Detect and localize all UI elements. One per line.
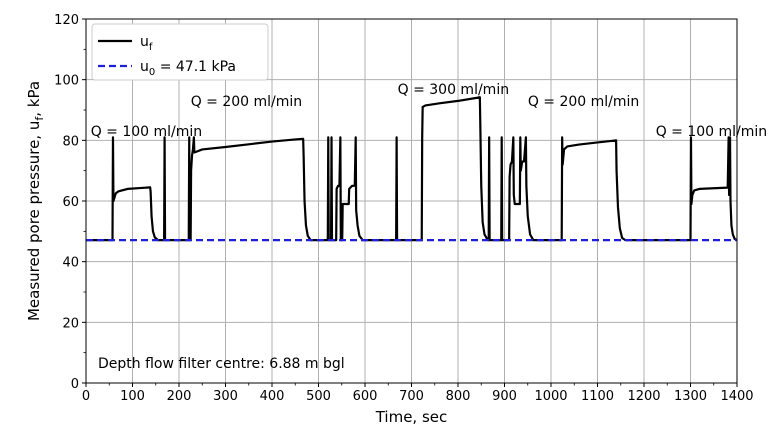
y-tick-label: 120 — [54, 13, 79, 28]
x-tick-label: 1000 — [534, 389, 567, 404]
flow-rate-label: Q = 100 ml/min — [656, 124, 767, 140]
legend-label-u0: u0 = 47.1 kPa — [140, 59, 236, 78]
depth-note: Depth flow filter centre: 6.88 m bgl — [98, 356, 345, 372]
x-tick-label: 900 — [492, 389, 517, 404]
flow-rate-label: Q = 200 ml/min — [191, 94, 302, 110]
x-tick-label: 300 — [213, 389, 238, 404]
plot-frame — [85, 18, 738, 384]
y-tick-label: 80 — [62, 134, 79, 149]
flow-rate-label: Q = 300 ml/min — [398, 82, 509, 98]
y-tick-label: 100 — [54, 74, 79, 89]
x-tick-label: 100 — [120, 389, 145, 404]
y-axis-label-tail: , kPa — [25, 81, 43, 117]
x-tick-label: 1100 — [581, 389, 614, 404]
series-line-uf — [86, 96, 738, 242]
x-tick-label: 400 — [260, 389, 285, 404]
x-tick-label: 200 — [167, 389, 192, 404]
y-axis-label: Measured pore pressure, uf, kPa — [25, 81, 46, 321]
legend-box — [91, 23, 269, 81]
x-tick-label: 1400 — [720, 389, 753, 404]
legend-label-uf: uf — [140, 34, 153, 53]
flow-rate-label: Q = 200 ml/min — [528, 94, 639, 110]
y-tick-label: 40 — [62, 256, 79, 271]
x-tick-label: 1200 — [627, 389, 660, 404]
data-series — [86, 96, 738, 242]
x-tick-label: 800 — [446, 389, 471, 404]
y-tick-label: 20 — [62, 316, 79, 331]
x-tick-label: 700 — [399, 389, 424, 404]
legend: uf u0 = 47.1 kPa — [91, 23, 269, 81]
y-tick-label: 60 — [62, 195, 79, 210]
flow-rate-annotations: Q = 100 ml/min Q = 200 ml/min Q = 300 ml/m… — [91, 82, 767, 140]
x-axis-label: Time, sec — [375, 408, 448, 426]
x-tick-label: 600 — [353, 389, 378, 404]
flow-rate-label: Q = 100 ml/min — [91, 124, 202, 140]
axis-ticks: 0 100 200 300 400 500 600 700 800 900 1000 1100 1200… — [54, 13, 753, 404]
x-tick-label: 1300 — [674, 389, 707, 404]
y-axis-label-sub: f — [33, 116, 46, 121]
y-axis-label-main: Measured pore pressure, u — [25, 121, 43, 321]
x-tick-label: 0 — [82, 389, 90, 404]
x-tick-label: 500 — [306, 389, 331, 404]
y-tick-label: 0 — [71, 377, 79, 392]
